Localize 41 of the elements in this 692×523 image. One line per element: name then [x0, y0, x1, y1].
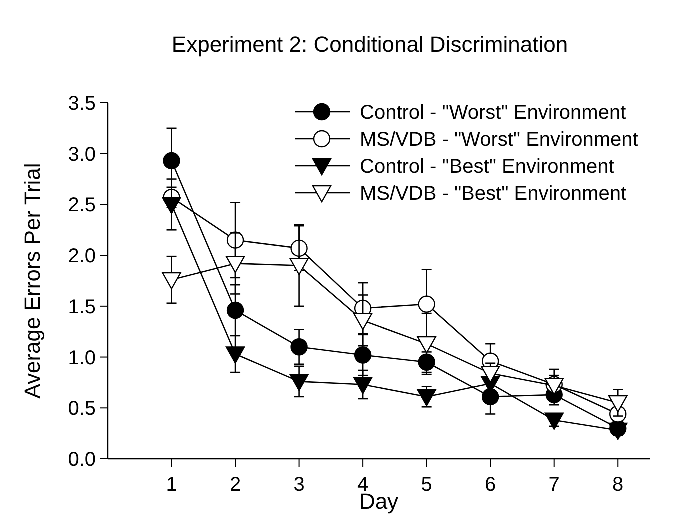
legend-label: Control - "Worst" Environment [360, 102, 627, 124]
point [163, 152, 180, 170]
x-tick-label: 7 [548, 474, 560, 496]
y-tick-label: 1.0 [68, 347, 96, 370]
point [353, 313, 373, 330]
point [417, 389, 436, 407]
point [353, 377, 373, 394]
y-tick-label: 3.5 [68, 93, 96, 115]
point [290, 338, 308, 356]
y-tick-label: 1.5 [68, 296, 96, 318]
point [544, 412, 564, 430]
chart-title: Experiment 2: Conditional Discrimination [172, 32, 568, 57]
point [480, 366, 500, 384]
y-tick-label: 2.5 [68, 194, 96, 217]
x-tick-label: 5 [421, 474, 432, 496]
legend-label: MS/VDB - "Worst" Environment [360, 129, 639, 151]
point [162, 272, 182, 290]
point [608, 422, 628, 440]
legend-label: MS/VDB - "Best" Environment [360, 183, 627, 205]
y-tick-label: 3.0 [68, 144, 96, 166]
legend-label: Control - "Best" Environment [360, 156, 615, 178]
x-tick-label: 8 [612, 474, 624, 496]
point [162, 197, 182, 214]
y-tick-label: 2.0 [68, 246, 96, 268]
point [418, 296, 436, 313]
y-tick-label: 0.0 [68, 449, 96, 471]
point [354, 346, 372, 364]
x-tick-label: 1 [166, 474, 178, 496]
point [290, 258, 309, 276]
x-tick-label: 2 [230, 474, 242, 496]
y-axis-title: Average Errors Per Trial [20, 163, 45, 399]
point [417, 336, 436, 354]
point [482, 388, 500, 406]
point [226, 256, 246, 274]
y-tick-label: 0.5 [68, 398, 96, 420]
x-tick-label: 6 [485, 474, 496, 496]
x-tick-label: 3 [294, 474, 305, 496]
point [226, 346, 246, 364]
point [290, 374, 309, 392]
point [226, 302, 244, 320]
point [608, 395, 628, 413]
